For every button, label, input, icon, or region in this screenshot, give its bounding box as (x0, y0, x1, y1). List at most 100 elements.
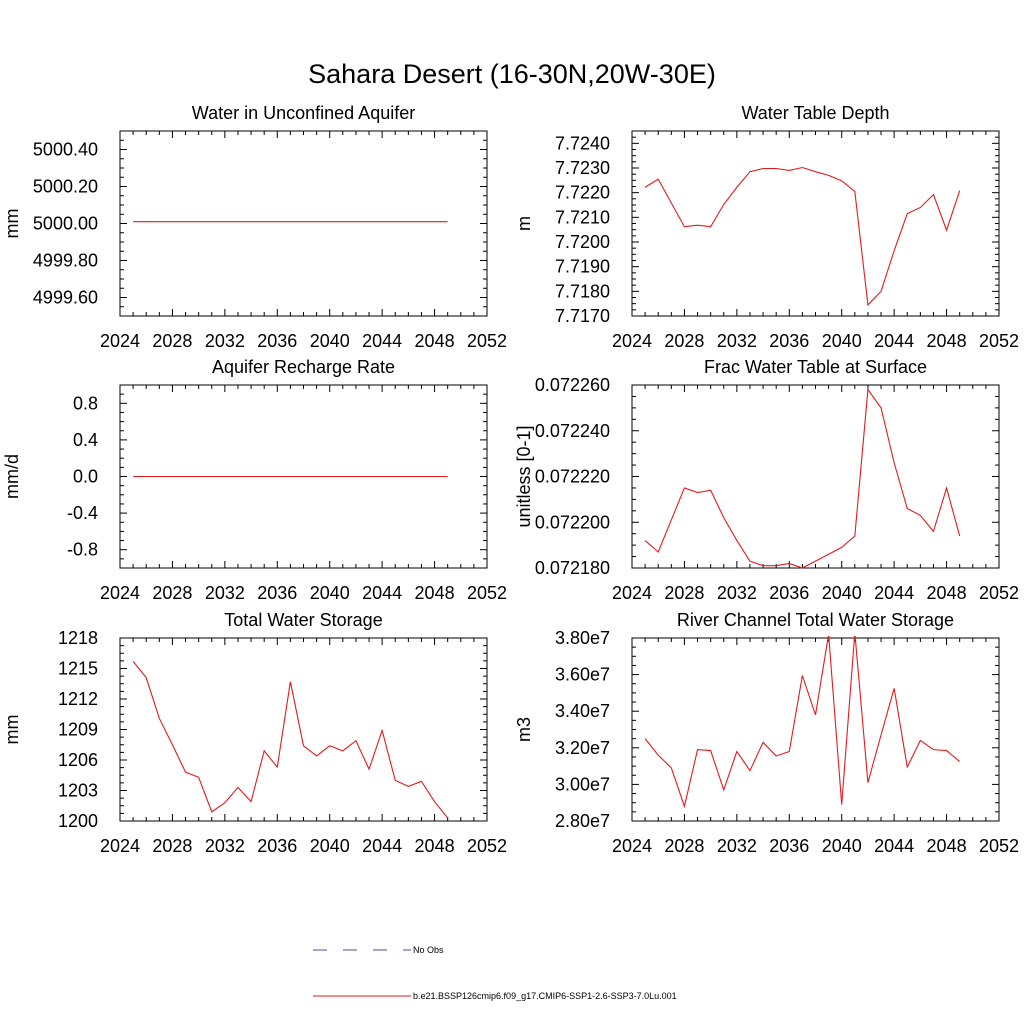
series-line (132, 661, 449, 819)
y-tick-label: 7.7170 (555, 306, 610, 326)
x-tick-label: 2044 (362, 583, 402, 603)
x-tick-label: 2028 (664, 583, 704, 603)
plot-frame (631, 384, 1000, 569)
panel-1: Water in Unconfined Aquifer mm 2024 2028 203… (2, 103, 507, 351)
panel-4: Frac Water Table at Surface unitless [0-1… (514, 357, 1019, 603)
x-tick-label: 2040 (310, 331, 350, 351)
y-tick-label: 0.0 (73, 467, 98, 487)
y-tick-label: 7.7240 (555, 133, 610, 153)
panel-title: Frac Water Table at Surface (704, 357, 927, 377)
y-tick-label: 3.20e7 (555, 738, 610, 758)
y-tick-label: 1203 (58, 781, 98, 801)
y-tick-label: 0.072200 (535, 512, 610, 532)
x-tick-label: 2040 (310, 836, 350, 856)
panels: Water in Unconfined Aquifer mm 2024 2028 203… (2, 103, 1019, 856)
x-tick-label: 2044 (874, 836, 914, 856)
panel-title: River Channel Total Water Storage (677, 610, 954, 630)
x-tick-label: 2036 (769, 331, 809, 351)
plot-frame (119, 637, 488, 822)
y-axis-label: m (514, 216, 534, 231)
plot-frame (119, 130, 488, 317)
y-tick-label: 7.7200 (555, 232, 610, 252)
y-tick-label: 7.7180 (555, 281, 610, 301)
x-tick-label: 2044 (874, 331, 914, 351)
x-tick-label: 2032 (205, 331, 245, 351)
y-tick-label: 7.7190 (555, 257, 610, 277)
x-tick-label: 2028 (152, 836, 192, 856)
y-tick-label: 0.4 (73, 430, 98, 450)
y-tick-label: 0.072260 (535, 375, 610, 395)
y-tick-label: 1215 (58, 659, 98, 679)
panel-2: Water Table Depth m 2024 2028 2032 2036 2040 20… (514, 103, 1019, 351)
x-tick-label: 2032 (717, 583, 757, 603)
y-tick-label: 1209 (58, 720, 98, 740)
x-tick-label: 2028 (664, 836, 704, 856)
x-tick-label: 2048 (415, 583, 455, 603)
x-tick-label: 2036 (257, 583, 297, 603)
y-tick-label: 0.072180 (535, 558, 610, 578)
x-tick-label: 2024 (612, 331, 652, 351)
legend: No Obs b.e21.BSSP126cmip6.f09_g17.CMIP6-S… (313, 945, 677, 1001)
x-tick-label: 2024 (100, 583, 140, 603)
y-tick-label: 1218 (58, 628, 98, 648)
x-tick-label: 2032 (717, 836, 757, 856)
series-line (644, 636, 961, 809)
y-tick-label: 2.80e7 (555, 811, 610, 831)
x-tick-label: 2024 (612, 583, 652, 603)
panel-title: Aquifer Recharge Rate (212, 357, 395, 377)
x-tick-label: 2032 (205, 583, 245, 603)
x-tick-label: 2032 (717, 331, 757, 351)
x-tick-label: 2036 (257, 836, 297, 856)
panel-title: Total Water Storage (224, 610, 382, 630)
y-tick-label: -0.8 (67, 540, 98, 560)
y-axis-label: mm (2, 715, 22, 745)
panel-3: Aquifer Recharge Rate mm/d 2024 2028 2032 203… (2, 357, 507, 603)
y-tick-label: 5000.00 (33, 214, 98, 234)
y-axis-label: mm (2, 209, 22, 239)
x-tick-label: 2036 (769, 583, 809, 603)
y-tick-label: 0.072220 (535, 467, 610, 487)
series-line (644, 388, 961, 569)
y-tick-label: 3.00e7 (555, 774, 610, 794)
x-tick-label: 2052 (979, 331, 1019, 351)
y-tick-label: 5000.20 (33, 177, 98, 197)
x-tick-label: 2028 (664, 331, 704, 351)
legend-label-no-obs: No Obs (413, 945, 444, 955)
y-tick-label: 1212 (58, 689, 98, 709)
y-axis-label: m3 (514, 717, 534, 742)
y-tick-label: 3.40e7 (555, 701, 610, 721)
x-tick-label: 2048 (927, 583, 967, 603)
y-tick-label: 7.7230 (555, 158, 610, 178)
x-tick-label: 2052 (467, 583, 507, 603)
y-tick-label: 3.60e7 (555, 665, 610, 685)
x-tick-label: 2052 (467, 331, 507, 351)
x-tick-label: 2044 (362, 836, 402, 856)
figure-title: Sahara Desert (16-30N,20W-30E) (308, 59, 716, 89)
x-tick-label: 2024 (612, 836, 652, 856)
y-tick-label: 4999.80 (33, 251, 98, 271)
y-tick-label: -0.4 (67, 503, 98, 523)
x-tick-label: 2048 (415, 331, 455, 351)
x-tick-label: 2024 (100, 836, 140, 856)
y-axis-label: mm/d (2, 454, 22, 499)
panel-title: Water Table Depth (741, 103, 889, 123)
y-tick-label: 5000.40 (33, 140, 98, 160)
panel-title: Water in Unconfined Aquifer (192, 103, 415, 123)
x-tick-label: 2044 (874, 583, 914, 603)
x-tick-label: 2044 (362, 331, 402, 351)
y-tick-label: 0.072240 (535, 421, 610, 441)
y-tick-label: 4999.60 (33, 288, 98, 308)
x-tick-label: 2040 (822, 583, 862, 603)
x-tick-label: 2040 (822, 331, 862, 351)
x-tick-label: 2040 (822, 836, 862, 856)
x-tick-label: 2048 (927, 331, 967, 351)
legend-label-model: b.e21.BSSP126cmip6.f09_g17.CMIP6-SSP1-2.… (413, 991, 677, 1001)
x-tick-label: 2048 (415, 836, 455, 856)
y-tick-label: 1200 (58, 811, 98, 831)
x-tick-label: 2036 (769, 836, 809, 856)
y-axis-label: unitless [0-1] (514, 425, 534, 527)
x-tick-label: 2040 (310, 583, 350, 603)
x-tick-label: 2052 (979, 583, 1019, 603)
x-tick-label: 2032 (205, 836, 245, 856)
